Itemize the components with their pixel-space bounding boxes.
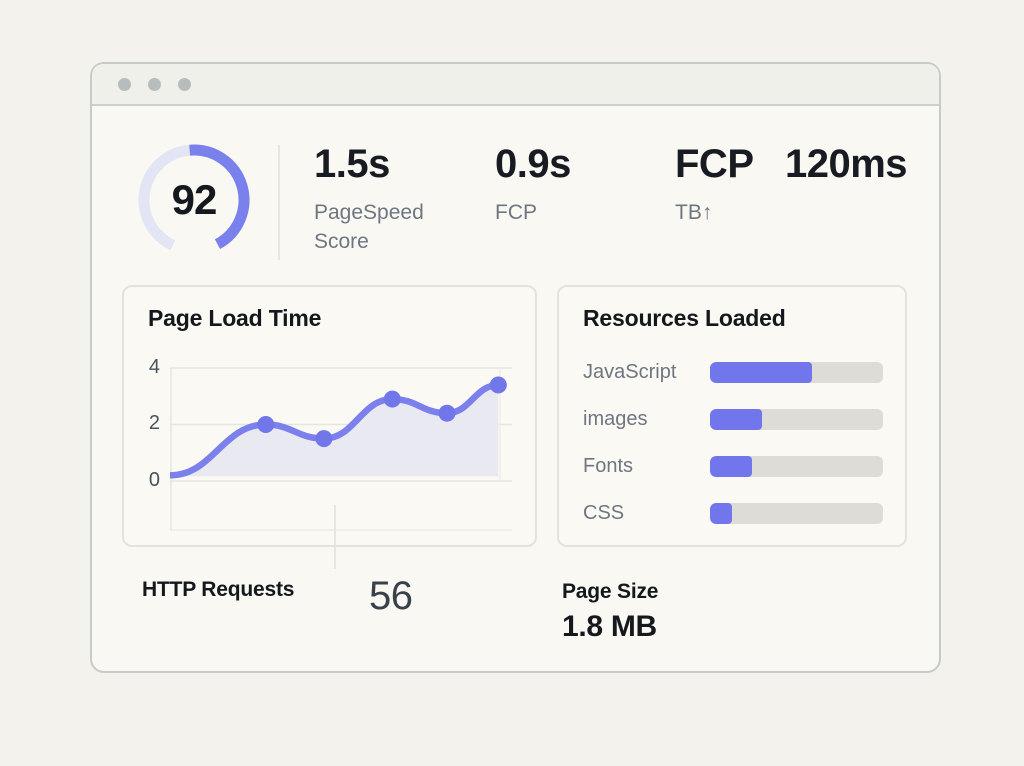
resource-bar-list: JavaScript images Fonts CSS	[583, 361, 883, 524]
resource-bar-fill	[710, 456, 752, 477]
resource-bar-track	[710, 362, 883, 383]
metric-pagespeed-score: 1.5s PageSpeed Score	[314, 141, 449, 256]
http-requests-label: HTTP Requests	[142, 578, 295, 601]
y-axis-tick: 0	[148, 469, 160, 491]
chart-data-point	[257, 416, 275, 433]
y-axis-tick: 2	[148, 412, 160, 434]
resources-loaded-card: Resources Loaded JavaScript images Fonts CS…	[557, 285, 907, 547]
resource-label: CSS	[583, 502, 625, 524]
chart-data-point	[438, 404, 456, 422]
chart-data-point	[315, 430, 333, 448]
metric-fcp: 0.9s FCP	[495, 141, 571, 227]
metric-120ms: 120ms	[785, 141, 908, 198]
resource-bar-track	[710, 456, 883, 477]
browser-window: 92 1.5s PageSpeed Score 0.9s FCP FCP TB↑…	[90, 62, 941, 673]
metric-value: 0.9s	[495, 142, 571, 186]
metric-tbt: FCP TB↑	[675, 141, 754, 227]
pagespeed-score-value: 92	[171, 176, 218, 223]
y-axis-tick: 4	[148, 356, 160, 378]
metric-value: 120ms	[785, 142, 908, 186]
window-control-dot-3[interactable]	[178, 77, 191, 91]
metric-label: TB↑	[675, 201, 713, 224]
resource-label: images	[583, 408, 648, 430]
pagespeed-gauge: 92	[134, 140, 254, 260]
page-size-label: Page Size	[562, 580, 659, 603]
resource-bar-track	[710, 503, 883, 524]
page-load-time-card: Page Load Time 4 2 0	[122, 285, 537, 547]
resource-row: JavaScript	[583, 361, 883, 383]
resource-label: JavaScript	[583, 361, 677, 383]
summary-divider	[278, 145, 280, 260]
resource-bar-track	[710, 409, 883, 430]
browser-titlebar	[92, 64, 939, 106]
chart-data-point	[489, 376, 507, 394]
gauge-arc-icon	[138, 144, 250, 251]
footer-divider	[334, 505, 336, 569]
card-title: Page Load Time	[148, 305, 322, 331]
metric-value: FCP	[675, 142, 754, 186]
resource-row: Fonts	[583, 455, 883, 477]
window-control-dot-1[interactable]	[118, 77, 131, 91]
metric-label: FCP	[495, 201, 537, 224]
http-requests-value: 56	[369, 574, 413, 618]
resource-bar-fill	[710, 362, 813, 383]
resource-row: images	[583, 408, 883, 430]
chart-area-fill	[170, 384, 499, 477]
resource-bar-fill	[710, 503, 733, 524]
card-title: Resources Loaded	[583, 305, 786, 331]
resource-row: CSS	[583, 502, 883, 524]
resource-bar-fill	[710, 409, 762, 430]
page-size-value: 1.8 MB	[562, 610, 657, 643]
resource-label: Fonts	[583, 455, 634, 477]
metric-label: PageSpeed Score	[314, 201, 424, 253]
page-load-time-chart	[170, 367, 512, 531]
window-control-dot-2[interactable]	[148, 77, 161, 91]
chart-data-point	[383, 390, 401, 408]
metric-value: 1.5s	[314, 142, 390, 186]
